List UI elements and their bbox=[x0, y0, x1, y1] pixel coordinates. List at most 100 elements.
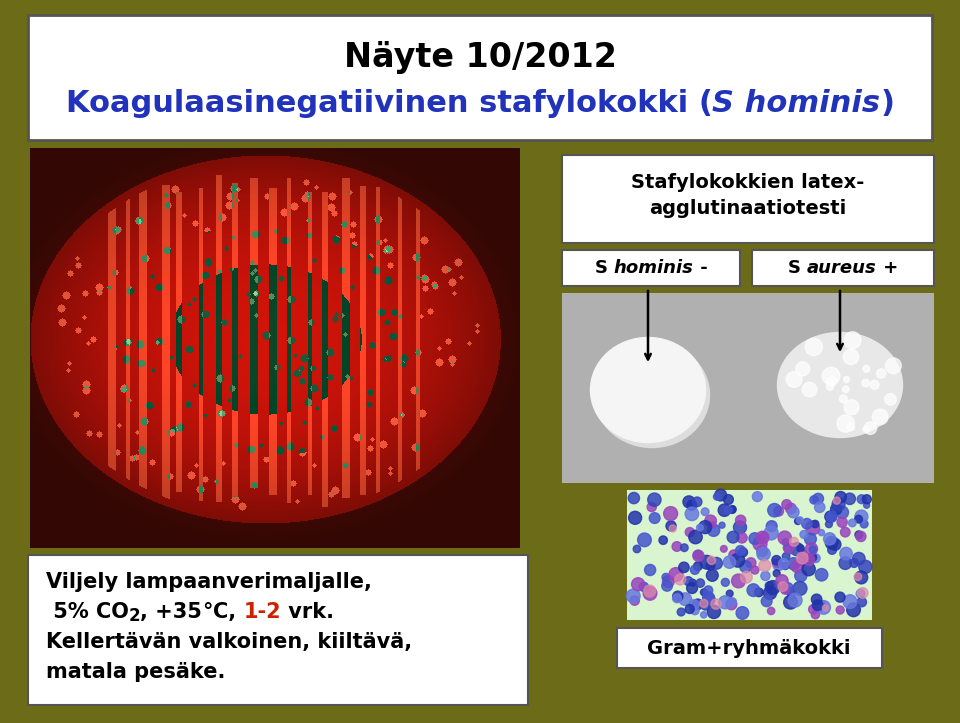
Circle shape bbox=[690, 565, 700, 574]
Circle shape bbox=[828, 546, 836, 555]
Circle shape bbox=[862, 495, 872, 504]
Circle shape bbox=[666, 521, 676, 531]
Circle shape bbox=[773, 560, 784, 570]
Circle shape bbox=[791, 560, 804, 573]
Circle shape bbox=[648, 493, 661, 506]
Circle shape bbox=[692, 599, 703, 609]
Circle shape bbox=[672, 542, 682, 552]
Circle shape bbox=[721, 546, 727, 552]
Circle shape bbox=[815, 568, 828, 581]
Circle shape bbox=[755, 588, 763, 596]
Circle shape bbox=[693, 550, 704, 561]
Circle shape bbox=[692, 497, 702, 507]
Circle shape bbox=[847, 424, 854, 431]
Circle shape bbox=[637, 533, 651, 547]
Circle shape bbox=[710, 599, 721, 609]
Circle shape bbox=[729, 505, 736, 513]
Circle shape bbox=[701, 612, 707, 618]
Circle shape bbox=[885, 393, 897, 405]
Circle shape bbox=[857, 597, 867, 607]
Circle shape bbox=[864, 502, 870, 508]
Circle shape bbox=[659, 536, 667, 544]
Circle shape bbox=[765, 581, 774, 590]
Circle shape bbox=[724, 495, 733, 505]
Circle shape bbox=[870, 380, 879, 389]
Circle shape bbox=[843, 595, 857, 609]
Circle shape bbox=[662, 576, 674, 587]
Circle shape bbox=[632, 578, 644, 591]
Circle shape bbox=[756, 531, 769, 544]
Circle shape bbox=[788, 594, 802, 607]
Circle shape bbox=[854, 573, 862, 581]
Circle shape bbox=[693, 550, 702, 559]
Circle shape bbox=[764, 526, 779, 540]
Circle shape bbox=[855, 510, 868, 523]
Text: agglutinaatiotesti: agglutinaatiotesti bbox=[649, 199, 847, 218]
Circle shape bbox=[774, 506, 783, 516]
Circle shape bbox=[740, 560, 752, 573]
Circle shape bbox=[627, 589, 640, 603]
Circle shape bbox=[833, 503, 840, 510]
Circle shape bbox=[862, 380, 870, 387]
Circle shape bbox=[727, 590, 733, 597]
Circle shape bbox=[823, 367, 840, 385]
Circle shape bbox=[854, 571, 868, 584]
Circle shape bbox=[703, 594, 715, 605]
Circle shape bbox=[876, 369, 886, 378]
Circle shape bbox=[686, 500, 697, 510]
Text: ): ) bbox=[880, 88, 895, 118]
Circle shape bbox=[686, 583, 698, 594]
Circle shape bbox=[844, 493, 855, 505]
Circle shape bbox=[825, 511, 836, 522]
Bar bbox=[562, 155, 934, 243]
Circle shape bbox=[854, 515, 862, 523]
Circle shape bbox=[779, 559, 789, 569]
Text: -: - bbox=[694, 259, 708, 277]
Circle shape bbox=[685, 507, 699, 521]
Circle shape bbox=[662, 573, 670, 581]
Text: Stafylokokkien latex-: Stafylokokkien latex- bbox=[632, 174, 865, 192]
Text: Gram+ryhmäkokki: Gram+ryhmäkokki bbox=[647, 638, 851, 657]
Circle shape bbox=[857, 588, 868, 599]
Circle shape bbox=[863, 365, 870, 372]
Circle shape bbox=[864, 422, 876, 435]
Circle shape bbox=[827, 383, 833, 390]
Circle shape bbox=[823, 605, 828, 611]
Circle shape bbox=[835, 592, 845, 602]
Circle shape bbox=[747, 583, 759, 596]
Circle shape bbox=[766, 521, 778, 531]
Circle shape bbox=[719, 596, 732, 609]
Circle shape bbox=[810, 496, 818, 504]
Circle shape bbox=[827, 377, 836, 386]
Circle shape bbox=[735, 546, 746, 555]
Circle shape bbox=[703, 591, 714, 604]
Circle shape bbox=[778, 531, 791, 544]
Circle shape bbox=[679, 593, 691, 605]
Circle shape bbox=[683, 496, 695, 508]
Circle shape bbox=[847, 603, 860, 617]
Circle shape bbox=[773, 559, 780, 568]
Circle shape bbox=[844, 377, 850, 382]
Circle shape bbox=[852, 552, 865, 565]
Circle shape bbox=[811, 554, 820, 562]
Circle shape bbox=[761, 596, 772, 607]
Circle shape bbox=[795, 518, 802, 524]
Circle shape bbox=[709, 522, 716, 528]
Circle shape bbox=[699, 521, 711, 534]
Circle shape bbox=[811, 610, 820, 619]
Circle shape bbox=[761, 571, 770, 581]
Circle shape bbox=[689, 579, 696, 586]
Ellipse shape bbox=[778, 333, 902, 437]
Text: S: S bbox=[788, 259, 807, 277]
Circle shape bbox=[785, 503, 796, 514]
Circle shape bbox=[796, 362, 810, 376]
Circle shape bbox=[850, 558, 858, 568]
Circle shape bbox=[837, 415, 854, 432]
Circle shape bbox=[782, 552, 790, 560]
Circle shape bbox=[855, 531, 863, 539]
Circle shape bbox=[805, 543, 818, 555]
Circle shape bbox=[857, 495, 866, 504]
Circle shape bbox=[808, 604, 818, 614]
Circle shape bbox=[863, 426, 869, 432]
Text: hominis: hominis bbox=[613, 259, 694, 277]
